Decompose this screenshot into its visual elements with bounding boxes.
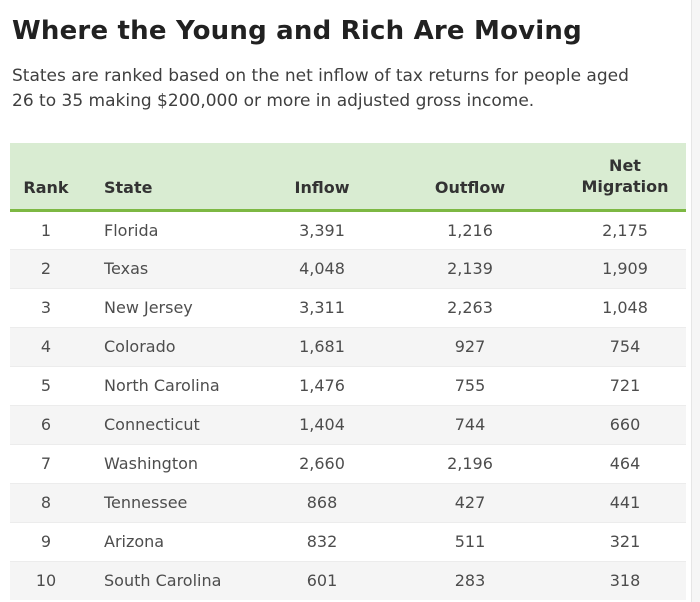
cell-state: Arizona xyxy=(104,532,165,551)
cell-inflow: 1,681 xyxy=(299,337,345,356)
table-row: 3 New Jersey 3,311 2,263 1,048 xyxy=(10,288,686,327)
cell-inflow: 1,476 xyxy=(299,376,345,395)
table-row: 2 Texas 4,048 2,139 1,909 xyxy=(10,249,686,288)
cell-outflow: 2,196 xyxy=(447,454,493,473)
cell-net-migration: 721 xyxy=(609,376,641,395)
cell-inflow: 601 xyxy=(306,571,338,591)
cell-rank: 5 xyxy=(40,376,52,395)
table-header-row: Rank State Inflow Outflow Net Migration xyxy=(10,143,686,212)
cell-outflow: 755 xyxy=(454,376,486,395)
cell-state: Texas xyxy=(104,259,149,278)
table-row: 8 Tennessee 868 427 441 xyxy=(10,483,686,522)
cell-inflow: 832 xyxy=(306,532,338,551)
cell-state: Colorado xyxy=(104,337,176,356)
cell-rank: 3 xyxy=(40,298,52,317)
cell-outflow: 744 xyxy=(454,415,486,434)
cell-outflow: 2,263 xyxy=(447,298,493,317)
cell-net-migration: 1,909 xyxy=(602,259,648,278)
cell-inflow: 3,391 xyxy=(299,220,345,240)
column-header-net-migration: Net Migration xyxy=(564,143,686,212)
cell-state: Connecticut xyxy=(104,415,200,434)
cell-state: Washington xyxy=(104,454,199,473)
table-row: 4 Colorado 1,681 927 754 xyxy=(10,327,686,366)
cell-outflow: 2,139 xyxy=(447,259,493,278)
cell-outflow: 283 xyxy=(454,571,486,591)
cell-outflow: 427 xyxy=(454,493,486,512)
cell-rank: 1 xyxy=(40,220,52,240)
cell-inflow: 3,311 xyxy=(299,298,345,317)
cell-rank: 2 xyxy=(40,259,52,278)
table-row: 1 Florida 3,391 1,216 2,175 xyxy=(10,210,686,249)
cell-outflow: 1,216 xyxy=(447,220,493,240)
cell-rank: 8 xyxy=(40,493,52,512)
cell-inflow: 4,048 xyxy=(299,259,345,278)
cell-outflow: 511 xyxy=(454,532,486,551)
table-body: 1 Florida 3,391 1,216 2,175 2 Texas 4,04… xyxy=(10,210,686,600)
table-row: 7 Washington 2,660 2,196 464 xyxy=(10,444,686,483)
cell-rank: 10 xyxy=(35,571,57,591)
right-edge-strip xyxy=(691,0,700,602)
cell-state: Tennessee xyxy=(104,493,188,512)
cell-net-migration: 754 xyxy=(609,337,641,356)
table-row: 9 Arizona 832 511 321 xyxy=(10,522,686,561)
cell-rank: 4 xyxy=(40,337,52,356)
cell-outflow: 927 xyxy=(454,337,486,356)
cell-net-migration: 660 xyxy=(609,415,641,434)
column-header-state: State xyxy=(82,143,268,212)
cell-net-migration: 1,048 xyxy=(602,298,648,317)
migration-table: Rank State Inflow Outflow Net Migration … xyxy=(10,143,686,600)
column-header-rank: Rank xyxy=(10,143,82,212)
cell-net-migration: 321 xyxy=(609,532,641,551)
page-title: Where the Young and Rich Are Moving xyxy=(12,16,582,46)
cell-net-migration: 441 xyxy=(609,493,641,512)
cell-net-migration: 2,175 xyxy=(602,220,648,240)
cell-inflow: 868 xyxy=(306,493,338,512)
column-header-outflow: Outflow xyxy=(376,143,564,212)
cell-inflow: 2,660 xyxy=(299,454,345,473)
table-row: 6 Connecticut 1,404 744 660 xyxy=(10,405,686,444)
subtitle-line-1: States are ranked based on the net inflo… xyxy=(12,66,629,86)
cell-net-migration: 464 xyxy=(609,454,641,473)
cell-state: North Carolina xyxy=(104,376,220,395)
table-row: 10 South Carolina 601 283 318 xyxy=(10,561,686,600)
cell-rank: 7 xyxy=(40,454,52,473)
table-row: 5 North Carolina 1,476 755 721 xyxy=(10,366,686,405)
cell-state: South Carolina xyxy=(104,571,222,591)
cell-inflow: 1,404 xyxy=(299,415,345,434)
cell-net-migration: 318 xyxy=(609,571,641,591)
cell-state: New Jersey xyxy=(104,298,193,317)
cell-rank: 6 xyxy=(40,415,52,434)
subtitle-line-2: 26 to 35 making $200,000 or more in adju… xyxy=(12,91,535,111)
cell-state: Florida xyxy=(104,220,159,240)
cell-rank: 9 xyxy=(40,532,52,551)
column-header-inflow: Inflow xyxy=(268,143,376,212)
page-subtitle: States are ranked based on the net inflo… xyxy=(12,64,686,114)
